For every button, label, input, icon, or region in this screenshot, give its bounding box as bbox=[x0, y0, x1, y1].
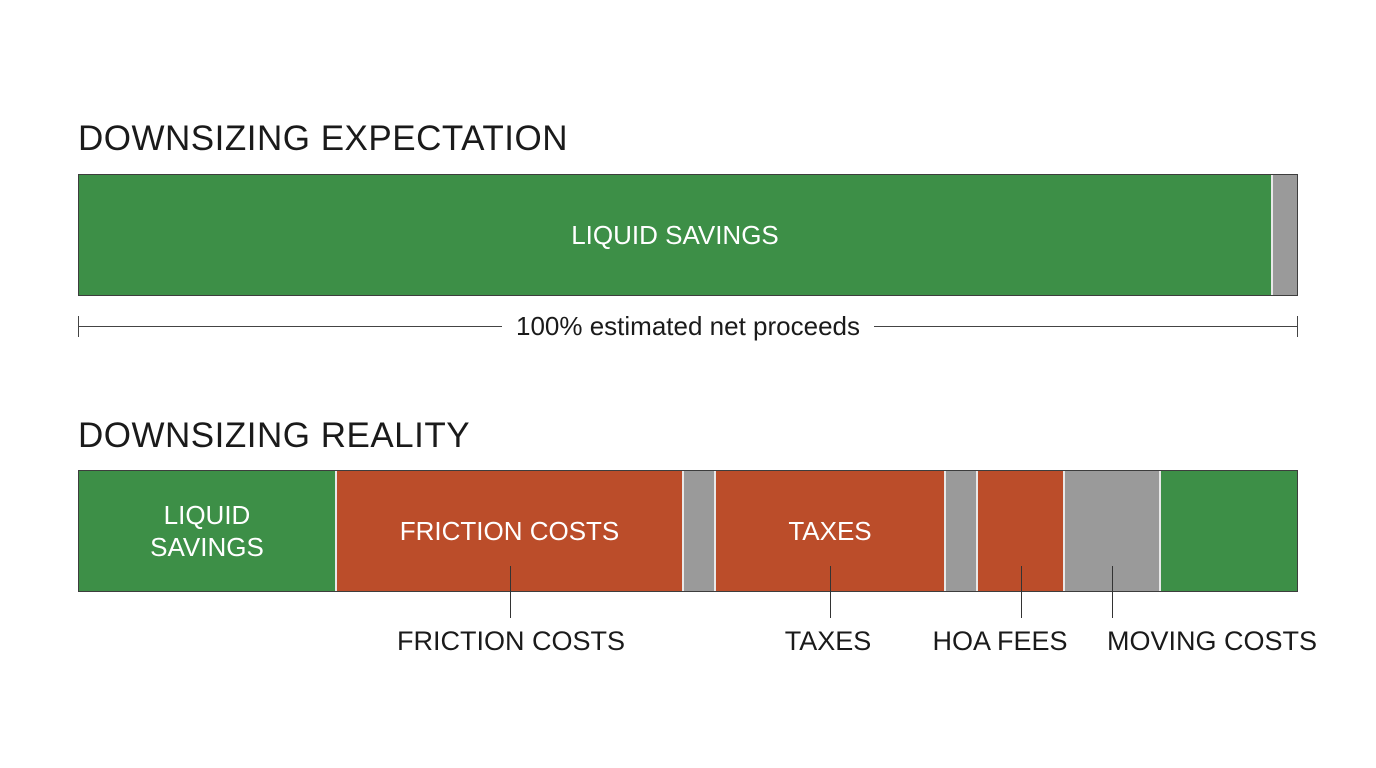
reality-hoa-fees-segment bbox=[976, 471, 1063, 618]
reality-gray-segment-1 bbox=[682, 471, 714, 591]
expectation-title: DOWNSIZING EXPECTATION bbox=[78, 119, 568, 158]
reality-friction-costs-segment: FRICTION COSTS bbox=[335, 471, 682, 618]
expectation-bar: LIQUID SAVINGS bbox=[78, 174, 1298, 296]
hoa-fees-leader-line bbox=[1020, 566, 1022, 618]
reality-taxes-label: TAXES bbox=[788, 515, 872, 546]
callout-hoa-fees: HOA FEES bbox=[932, 626, 1068, 656]
net-proceeds-dimension: 100% estimated net proceeds bbox=[78, 311, 1298, 341]
callout-taxes: TAXES bbox=[784, 626, 872, 656]
reality-bar: LIQUID SAVINGS FRICTION COSTS TAXES bbox=[78, 470, 1298, 618]
reality-friction-costs-label: FRICTION COSTS bbox=[399, 515, 620, 546]
reality-title: DOWNSIZING REALITY bbox=[78, 416, 471, 455]
reality-moving-costs-segment bbox=[1063, 471, 1159, 618]
dimension-right-cap bbox=[1297, 316, 1298, 337]
expectation-liquid-savings-segment: LIQUID SAVINGS bbox=[79, 175, 1271, 295]
reality-remaining-green-segment bbox=[1159, 471, 1297, 591]
reality-gray-segment-2 bbox=[944, 471, 976, 591]
expectation-liquid-savings-label: LIQUID SAVINGS bbox=[571, 219, 779, 250]
friction-costs-leader-line bbox=[509, 566, 511, 618]
expectation-gray-segment bbox=[1271, 175, 1297, 295]
dimension-label: 100% estimated net proceeds bbox=[502, 311, 874, 341]
taxes-leader-line bbox=[830, 566, 831, 618]
moving-costs-leader-line bbox=[1112, 566, 1113, 618]
callout-moving-costs: MOVING COSTS bbox=[1106, 626, 1318, 656]
callout-friction-costs: FRICTION COSTS bbox=[397, 626, 625, 656]
reality-liquid-savings-label: LIQUID SAVINGS bbox=[150, 499, 264, 563]
reality-taxes-segment: TAXES bbox=[714, 471, 944, 618]
reality-liquid-savings-segment: LIQUID SAVINGS bbox=[79, 471, 335, 591]
